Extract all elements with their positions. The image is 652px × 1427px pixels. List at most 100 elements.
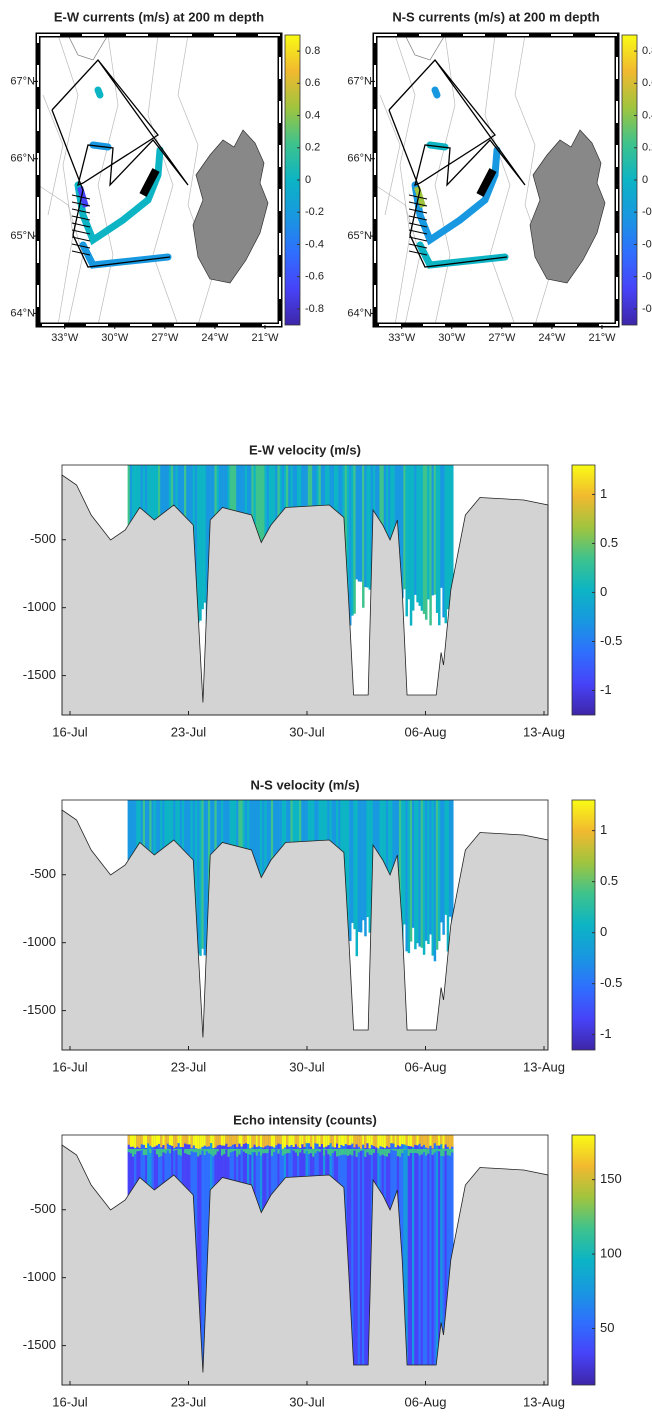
x-tick-label: 16-Jul: [52, 1394, 88, 1409]
data-field-layer: [351, 1149, 354, 1156]
data-field-layer: [333, 1149, 337, 1152]
colorbar-tick-label: 0: [642, 174, 648, 186]
data-field-layer: [251, 1149, 254, 1153]
map-frame: [35, 32, 283, 328]
data-field-surface: [438, 1135, 441, 1146]
plot-frame: [61, 799, 549, 1051]
data-field-surface: [242, 1135, 246, 1144]
data-field-surface: [398, 1135, 402, 1147]
data-field: [435, 465, 439, 613]
y-tick-label: -500: [30, 531, 56, 546]
data-field-layer: [127, 1149, 131, 1152]
data-field-layer: [194, 1149, 198, 1153]
data-field: [435, 1135, 439, 1385]
track-data-strong: [476, 168, 497, 197]
data-field-layer: [435, 1149, 439, 1151]
data-field-surface: [353, 1135, 356, 1148]
data-field-surface: [205, 1135, 209, 1147]
data-field-surface: [260, 1135, 263, 1147]
data-field-surface: [359, 1135, 363, 1149]
depth-contour: [57, 34, 79, 326]
data-field-surface: [405, 1135, 408, 1146]
data-field-surface: [210, 1135, 213, 1144]
ship-track: [408, 194, 428, 200]
data-field-layer: [177, 1149, 181, 1155]
data-field-layer: [203, 1149, 207, 1155]
data-field-surface: [338, 1135, 341, 1148]
data-field: [427, 1135, 430, 1385]
data-field: [353, 465, 356, 614]
data-field-surface: [147, 1135, 150, 1144]
data-field-surface: [364, 1135, 367, 1149]
data-field-layer: [427, 1149, 430, 1154]
data-field-surface: [134, 1135, 137, 1148]
data-field-layer: [255, 1149, 259, 1156]
y-tick-label: 65°N: [347, 230, 372, 242]
data-field: [425, 800, 428, 941]
data-field-layer: [344, 1149, 348, 1155]
data-field-surface: [327, 1135, 330, 1146]
data-field-layer: [184, 1149, 187, 1154]
y-tick-label: -1500: [23, 1337, 56, 1352]
ship-track: [71, 236, 91, 242]
data-field-layer: [346, 1149, 350, 1156]
x-tick-label: 06-Aug: [405, 1059, 447, 1074]
colorbar-tick-label: 50: [600, 1320, 614, 1335]
data-field: [420, 1135, 424, 1385]
data-field-surface: [138, 1135, 141, 1149]
data-field-surface: [207, 1135, 211, 1147]
data-field-layer: [444, 1149, 448, 1151]
data-field: [362, 800, 365, 921]
data-field-surface: [186, 1135, 189, 1145]
data-field: [207, 800, 211, 919]
data-field: [260, 465, 263, 579]
data-field: [205, 1135, 209, 1385]
colorbar-tick-label: 0.2: [642, 142, 652, 154]
data-field: [370, 800, 374, 918]
data-field: [444, 1135, 448, 1385]
ship-track: [408, 201, 428, 207]
depth-contour: [177, 34, 214, 326]
data-field-layer: [253, 1149, 256, 1153]
data-field: [442, 465, 445, 618]
data-field: [411, 465, 415, 611]
data-field-surface: [225, 1135, 228, 1144]
data-field-surface: [257, 1135, 261, 1147]
data-field-layer: [257, 1149, 261, 1152]
data-field: [199, 800, 202, 956]
data-field-layer: [370, 1149, 374, 1155]
data-field: [203, 800, 207, 956]
data-field-layer: [168, 1149, 172, 1154]
data-field-surface: [442, 1135, 445, 1149]
data-field-layer: [418, 1149, 421, 1156]
data-field-surface: [355, 1135, 359, 1145]
data-field-layer: [407, 1149, 411, 1156]
data-field-surface: [383, 1135, 387, 1148]
data-field-surface: [307, 1135, 311, 1144]
data-field: [448, 800, 452, 917]
data-field-surface: [318, 1135, 322, 1147]
data-field-layer: [144, 1149, 148, 1156]
data-field: [403, 465, 406, 590]
data-field: [429, 800, 432, 935]
data-field: [414, 1135, 417, 1385]
data-field-surface: [312, 1135, 315, 1149]
data-field-layer: [136, 1149, 139, 1152]
data-field-layer: [301, 1149, 304, 1150]
data-field: [199, 465, 202, 621]
ship-track: [408, 243, 428, 249]
data-field: [197, 1135, 200, 1385]
data-field: [438, 800, 441, 942]
data-field: [411, 1135, 415, 1385]
ship-track: [388, 109, 508, 268]
x-tick-label: 30°W: [438, 332, 466, 344]
data-field-layer: [288, 1149, 291, 1154]
data-field: [407, 465, 411, 600]
y-tick-label: -500: [30, 1201, 56, 1216]
data-field: [433, 1135, 437, 1385]
data-field-surface: [349, 1135, 352, 1146]
data-field-surface: [357, 1135, 361, 1147]
data-field-layer: [153, 1149, 157, 1150]
data-field-layer: [349, 1149, 352, 1155]
data-field-surface: [136, 1135, 139, 1147]
